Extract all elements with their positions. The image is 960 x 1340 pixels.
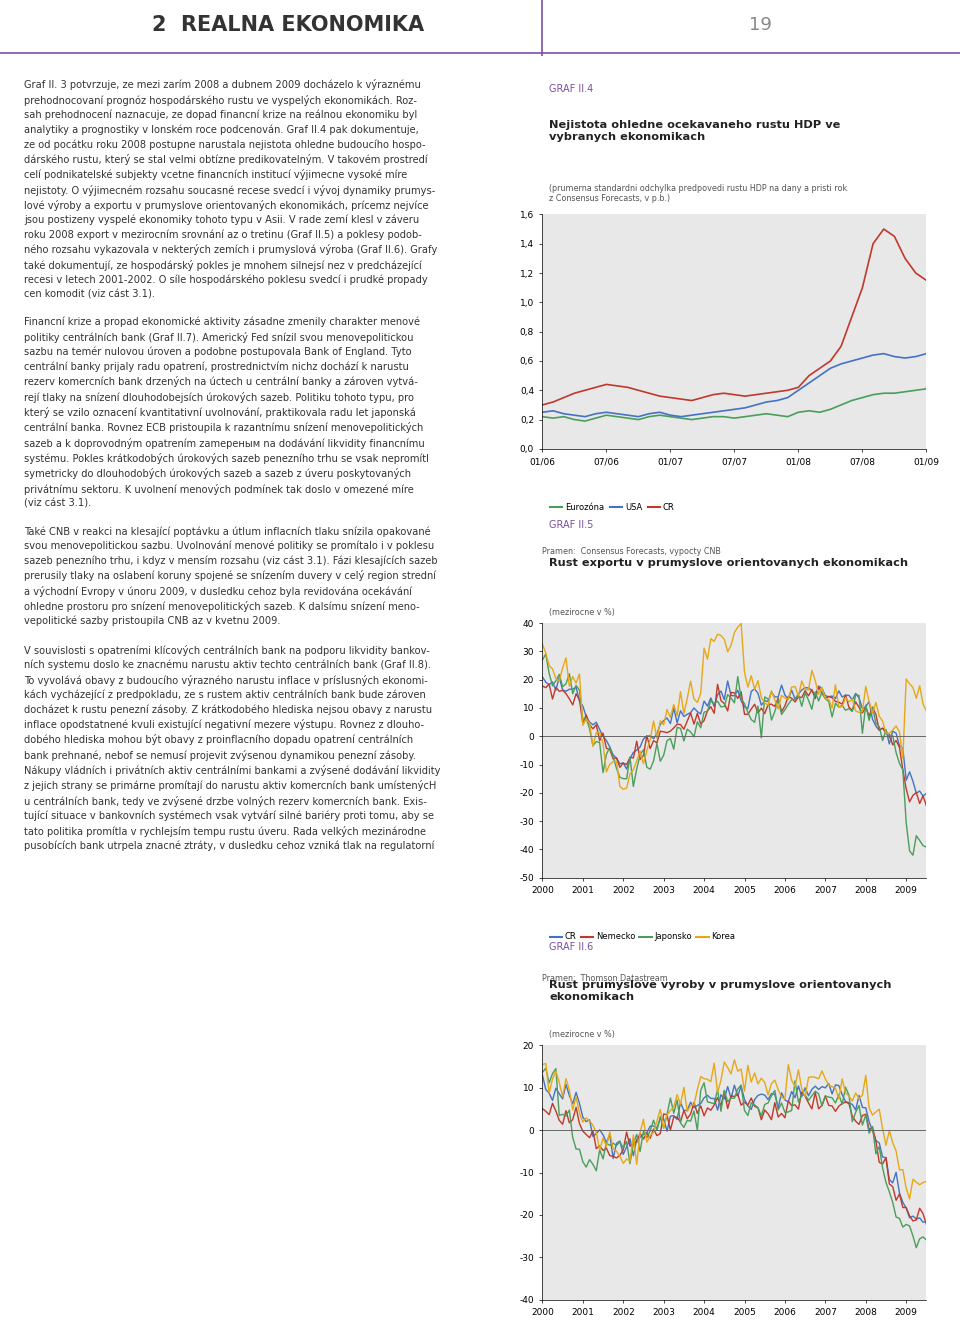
Text: 19: 19 <box>749 16 772 35</box>
Text: Rust prumyslove vyroby v prumyslove orientovanych
ekonomikach: Rust prumyslove vyroby v prumyslove orie… <box>549 981 892 1002</box>
Legend: Eurozóna, USA, CR: Eurozóna, USA, CR <box>546 500 678 515</box>
Text: (prumerna standardni odchylka predpovedi rustu HDP na dany a pristi rok
z Consen: (prumerna standardni odchylka predpovedi… <box>549 184 848 204</box>
Text: Pramen:  Thomson Datastream: Pramen: Thomson Datastream <box>542 974 668 984</box>
Legend: CR, Nemecko, Japonsko, Korea: CR, Nemecko, Japonsko, Korea <box>546 929 738 945</box>
Text: GRAF II.5: GRAF II.5 <box>549 520 594 529</box>
Text: Nejistota ohledne ocekavaneho rustu HDP ve
vybranych ekonomikach: Nejistota ohledne ocekavaneho rustu HDP … <box>549 121 841 142</box>
Text: Graf II. 3 potvrzuje, ze mezi zarím 2008 a dubnem 2009 docházelo k výraznému
pre: Graf II. 3 potvrzuje, ze mezi zarím 2008… <box>24 79 441 851</box>
Text: (mezirocne v %): (mezirocne v %) <box>549 608 615 618</box>
Text: Pramen:  Consensus Forecasts, vypocty CNB: Pramen: Consensus Forecasts, vypocty CNB <box>542 547 721 556</box>
Text: 2  REALNA EKONOMIKA: 2 REALNA EKONOMIKA <box>152 15 424 35</box>
Text: Rust exportu v prumyslove orientovanych ekonomikach: Rust exportu v prumyslove orientovanych … <box>549 559 908 568</box>
Text: GRAF II.4: GRAF II.4 <box>549 84 593 94</box>
Text: (mezirocne v %): (mezirocne v %) <box>549 1030 615 1040</box>
Text: GRAF II.6: GRAF II.6 <box>549 942 593 951</box>
